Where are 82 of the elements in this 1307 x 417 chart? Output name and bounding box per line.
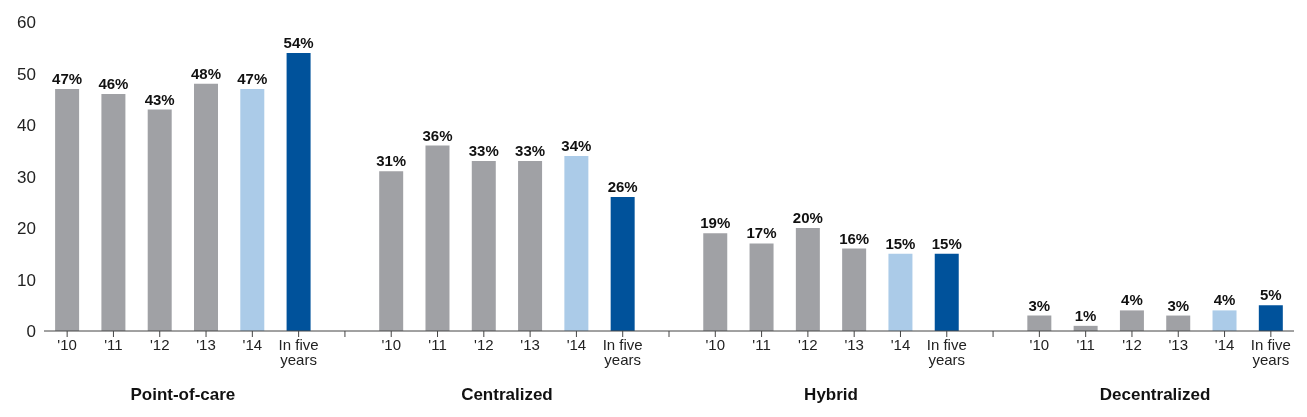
bar xyxy=(1212,310,1237,331)
bar xyxy=(286,52,311,331)
data-label: 4% xyxy=(1213,291,1236,309)
x-tick-label: '13 xyxy=(844,335,864,353)
bar xyxy=(101,94,126,331)
y-tick-label: 50 xyxy=(17,64,36,84)
x-tick-label: '11 xyxy=(104,335,123,353)
x-tick-label: '12 xyxy=(798,335,818,353)
text: Centralized xyxy=(460,385,554,405)
data-label: 17% xyxy=(746,224,777,242)
bar xyxy=(1119,310,1144,331)
data-label: 46% xyxy=(98,75,129,93)
data-label: 20% xyxy=(792,209,823,226)
x-tick-label: '10 xyxy=(57,335,77,353)
data-label: 3% xyxy=(1028,296,1051,314)
y-tick-label: 60 xyxy=(17,13,36,33)
x-tick-label: '12 xyxy=(1122,335,1142,353)
x-tick-label: '12 xyxy=(474,335,494,353)
data-label: 31% xyxy=(376,152,407,170)
x-tick-label: '10 xyxy=(1029,335,1050,353)
data-label: 36% xyxy=(422,126,453,144)
text: Hybrid xyxy=(803,385,859,405)
x-tick-label: '10 xyxy=(381,335,401,353)
data-label: 47% xyxy=(52,69,83,87)
bar xyxy=(703,233,728,331)
bar xyxy=(425,145,450,331)
data-label: 5% xyxy=(1259,286,1282,304)
bar xyxy=(1258,305,1283,331)
bar xyxy=(564,155,589,331)
data-label: 33% xyxy=(468,142,499,160)
bar xyxy=(1166,315,1191,331)
data-label: 3% xyxy=(1167,296,1190,314)
x-tick-label: '14 xyxy=(890,335,911,353)
x-tick-label: '10 xyxy=(705,335,726,353)
data-label: 33% xyxy=(515,142,546,160)
data-label: 4% xyxy=(1121,291,1143,309)
bar xyxy=(934,253,959,331)
x-tick-label: '11 xyxy=(428,335,447,353)
bar xyxy=(147,109,172,331)
data-label: 1% xyxy=(1074,306,1097,324)
bar xyxy=(194,83,218,331)
data-label: 34% xyxy=(561,136,592,154)
data-label: 15% xyxy=(885,234,916,252)
bar xyxy=(610,197,635,331)
x-tick-label: In five years xyxy=(1250,335,1291,368)
y-tick-label: 40 xyxy=(17,116,36,136)
data-label: 16% xyxy=(839,229,870,247)
x-tick-label: '11 xyxy=(1076,335,1095,353)
y-tick-label: 30 xyxy=(17,167,36,187)
data-label: 19% xyxy=(700,214,731,232)
data-label: 43% xyxy=(144,90,175,108)
text: Point-of-care xyxy=(129,385,237,405)
y-tick-label: 0 xyxy=(26,322,36,342)
data-label: 47% xyxy=(237,69,268,87)
x-tick-label: '13 xyxy=(1168,335,1189,353)
bar xyxy=(471,161,496,331)
text: Decentralized xyxy=(1098,385,1212,405)
y-tick-label: 10 xyxy=(17,270,36,290)
data-label: 15% xyxy=(931,234,962,252)
x-tick-label: In five years xyxy=(926,335,967,368)
x-tick-label: '11 xyxy=(752,335,771,353)
x-tick-label: '13 xyxy=(196,335,216,353)
x-tick-label: '12 xyxy=(149,335,170,353)
data-label: 48% xyxy=(190,64,222,82)
bar xyxy=(842,248,867,331)
bar xyxy=(379,171,404,331)
data-label: 54% xyxy=(283,33,314,51)
bar xyxy=(1027,315,1052,331)
bar xyxy=(240,88,265,331)
bar xyxy=(749,243,774,331)
x-tick-label: In five years xyxy=(602,335,643,368)
bar xyxy=(518,161,543,331)
bar xyxy=(55,88,80,331)
y-tick-label: 20 xyxy=(17,219,36,239)
bar xyxy=(795,228,820,331)
data-label: 26% xyxy=(607,178,638,196)
bar xyxy=(888,253,913,331)
x-tick-label: '13 xyxy=(520,335,540,353)
x-tick-label: '14 xyxy=(242,335,263,353)
x-tick-label: '14 xyxy=(566,335,587,353)
x-tick-label: '14 xyxy=(1214,335,1235,353)
x-tick-label: In five years xyxy=(278,335,319,368)
